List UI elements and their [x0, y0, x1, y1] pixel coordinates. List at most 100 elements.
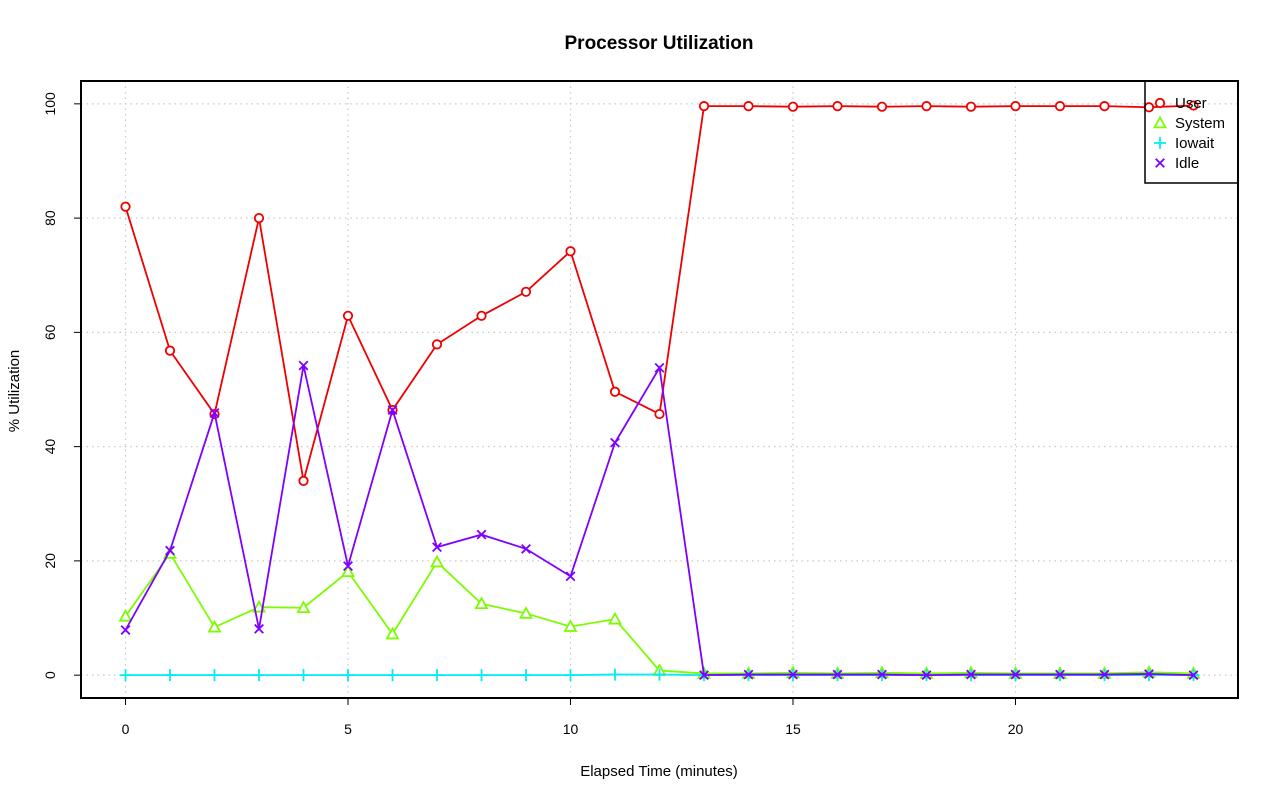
- data-point-user: [1143, 102, 1155, 113]
- data-point-idle: [1144, 669, 1154, 679]
- data-point-system: [563, 619, 578, 632]
- data-point-system: [207, 619, 222, 633]
- data-point-user: [787, 101, 799, 112]
- data-point-user: [1054, 101, 1066, 112]
- legend-item-user: User: [1154, 95, 1207, 112]
- x-axis-label: Elapsed Time (minutes): [580, 763, 738, 780]
- data-point-iowait: [208, 669, 221, 682]
- data-point-idle: [432, 542, 442, 553]
- data-point-iowait: [609, 668, 621, 681]
- legend-item-system: System: [1152, 115, 1225, 132]
- data-point-iowait: [342, 669, 354, 682]
- x-tick-label: 5: [344, 721, 352, 737]
- data-point-user: [164, 345, 176, 356]
- data-point-idle: [387, 405, 398, 416]
- legend-label-user: User: [1175, 95, 1207, 112]
- legend-item-idle: Idle: [1155, 155, 1199, 172]
- plot-area-frame: [80, 80, 1239, 699]
- data-point-iowait: [431, 669, 443, 682]
- data-point-user: [1010, 101, 1021, 112]
- data-point-idle: [1188, 670, 1199, 681]
- data-point-idle: [521, 543, 531, 554]
- data-point-idle: [254, 623, 264, 634]
- data-point-idle: [1099, 669, 1110, 680]
- data-point-user: [342, 310, 354, 321]
- data-point-idle: [699, 670, 709, 681]
- legend-box: [1144, 80, 1239, 184]
- data-point-user: [565, 246, 576, 257]
- data-point-idle: [610, 437, 620, 448]
- legend: User System Iowait Idle: [1144, 80, 1239, 184]
- data-point-user: [698, 101, 710, 112]
- data-point-iowait: [164, 669, 176, 682]
- series-line-system: [124, 551, 1194, 675]
- data-point-user: [965, 101, 977, 112]
- data-point-idle: [343, 561, 353, 571]
- data-point-system: [118, 608, 133, 622]
- series-system: [118, 546, 1201, 679]
- y-tick-label: 80: [42, 210, 58, 226]
- data-point-idle: [1055, 669, 1065, 680]
- y-axis-label: % Utilization: [6, 350, 23, 433]
- data-point-idle: [877, 669, 887, 680]
- legend-symbol-idle: [1155, 158, 1165, 168]
- legend-item-iowait: Iowait: [1154, 135, 1215, 152]
- data-point-idle: [298, 360, 309, 371]
- y-tick-label: 20: [42, 553, 58, 569]
- data-point-user: [1188, 100, 1199, 111]
- legend-symbol-system: [1152, 115, 1168, 129]
- data-point-idle: [476, 529, 487, 540]
- data-point-user: [832, 101, 843, 112]
- legend-label-iowait: Iowait: [1175, 135, 1215, 152]
- y-tick-label: 0: [42, 671, 58, 679]
- data-point-user: [654, 408, 665, 420]
- x-tick-label: 0: [122, 721, 130, 737]
- series-layer: [118, 100, 1201, 682]
- legend-label-system: System: [1175, 115, 1225, 132]
- data-point-idle: [565, 571, 576, 582]
- data-point-idle: [1010, 669, 1021, 680]
- y-tick-label: 60: [42, 324, 58, 340]
- data-point-user: [476, 310, 487, 321]
- data-point-system: [607, 611, 623, 625]
- x-tick-label: 15: [785, 721, 801, 737]
- legend-label-idle: Idle: [1175, 155, 1199, 172]
- data-point-system: [385, 626, 400, 640]
- y-tick-label: 40: [42, 439, 58, 455]
- axes: 0 5 10 15 20 0 20 40 60 80 100: [42, 92, 1023, 737]
- data-point-user: [253, 213, 265, 224]
- data-point-iowait: [386, 669, 399, 682]
- legend-symbol-iowait: [1154, 137, 1166, 149]
- data-point-iowait: [564, 669, 577, 682]
- x-tick-label: 20: [1008, 721, 1024, 737]
- x-tick-label: 10: [563, 721, 579, 737]
- data-point-user: [1099, 101, 1110, 112]
- data-point-iowait: [253, 669, 265, 682]
- data-point-iowait: [297, 669, 310, 682]
- data-point-user: [120, 201, 131, 212]
- data-point-user: [921, 101, 932, 112]
- data-point-iowait: [653, 668, 666, 681]
- data-point-user: [876, 101, 888, 112]
- data-point-idle: [966, 669, 976, 680]
- data-point-idle: [165, 545, 175, 556]
- data-point-idle: [788, 669, 798, 680]
- data-point-user: [743, 101, 754, 112]
- series-user: [120, 100, 1199, 487]
- data-point-idle: [209, 407, 220, 418]
- data-point-idle: [921, 670, 932, 681]
- y-tick-label: 100: [42, 92, 58, 116]
- data-point-user: [520, 286, 532, 297]
- data-point-idle: [120, 625, 131, 635]
- series-idle: [120, 360, 1199, 681]
- data-point-idle: [832, 669, 843, 680]
- data-point-idle: [743, 669, 754, 680]
- data-point-system: [429, 554, 445, 568]
- data-point-iowait: [475, 669, 488, 682]
- data-point-system: [474, 596, 489, 610]
- data-point-system: [518, 606, 534, 619]
- data-point-user: [431, 339, 443, 350]
- data-point-idle: [654, 362, 665, 373]
- data-point-system: [340, 564, 356, 578]
